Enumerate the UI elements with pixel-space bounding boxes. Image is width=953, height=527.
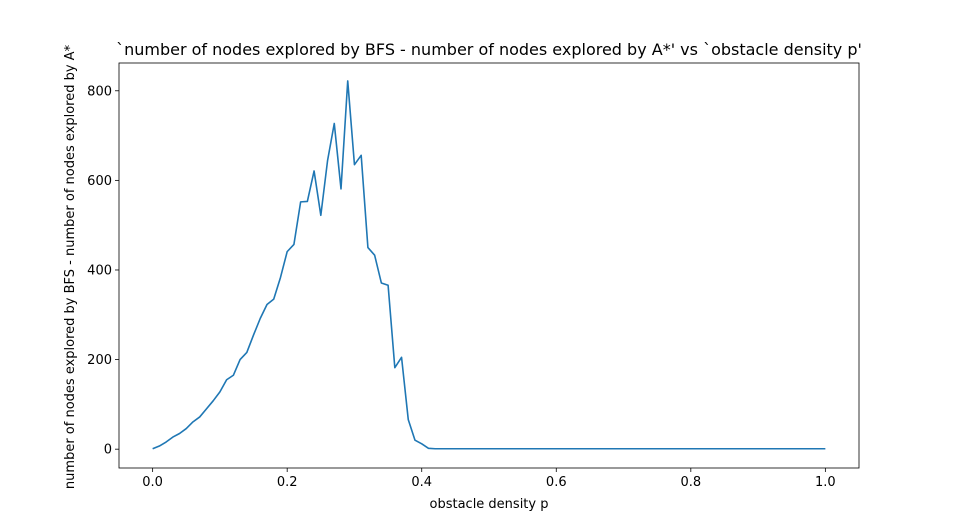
- plot-frame: [118, 62, 860, 469]
- x-tick-label: 1.0: [815, 475, 836, 490]
- x-tick-label: 0.2: [277, 475, 298, 490]
- y-tick-label: 600: [87, 174, 112, 189]
- y-tick-label: 800: [87, 84, 112, 99]
- y-tick-label: 200: [87, 353, 112, 368]
- x-axis-label: obstacle density p: [430, 497, 549, 512]
- x-tick-label: 0.0: [142, 475, 163, 490]
- x-tick-label: 0.4: [411, 475, 432, 490]
- y-axis-label: number of nodes explored by BFS - number…: [63, 44, 78, 489]
- y-tick-label: 400: [87, 263, 112, 278]
- chart-title: `number of nodes explored by BFS - numbe…: [116, 40, 862, 59]
- x-tick-label: 0.6: [546, 475, 567, 490]
- x-tick-label: 0.8: [680, 475, 701, 490]
- data-line: [152, 80, 826, 450]
- y-tick-label: 0: [104, 443, 112, 458]
- plot-area: 0.0 0.2 0.4 0.6 0.8 1.0 0 200 400 600 800: [87, 62, 860, 490]
